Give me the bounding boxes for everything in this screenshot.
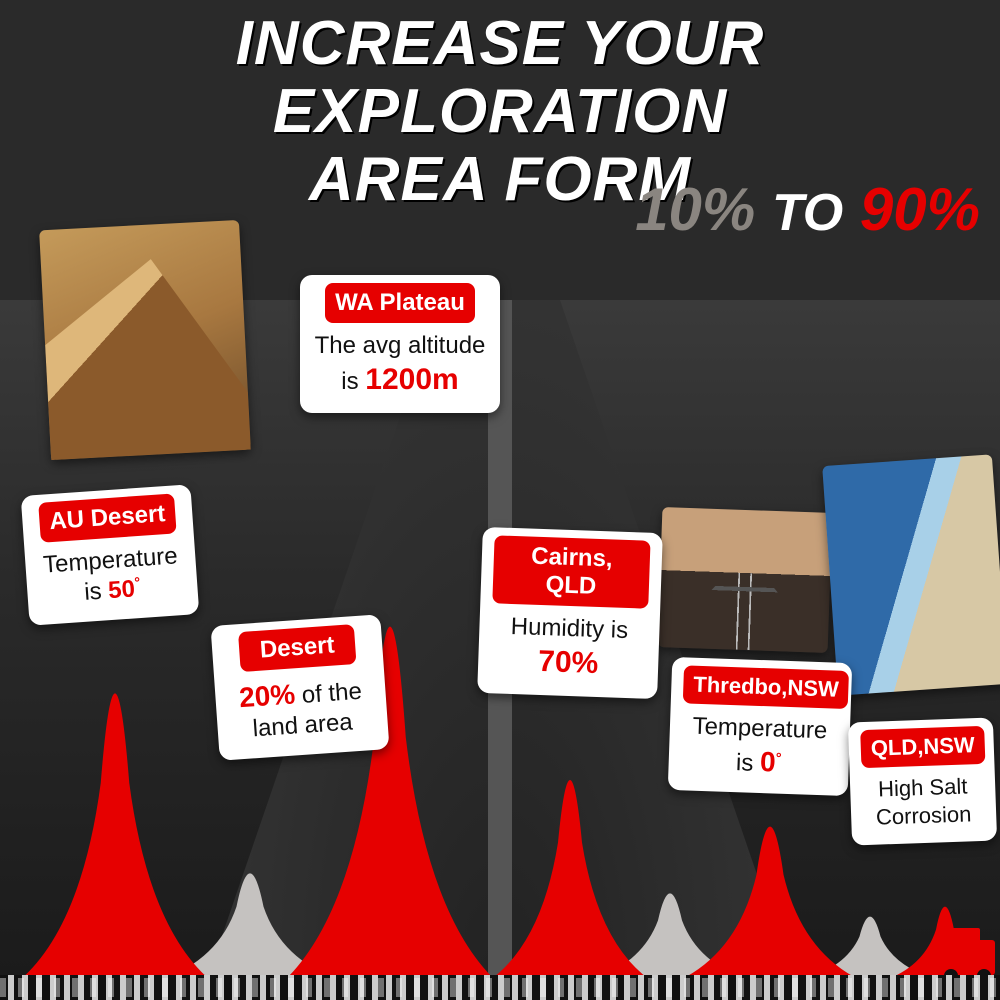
card-qld-nsw: QLD,NSW High Salt Corrosion: [848, 718, 997, 846]
jeep-icon: [940, 940, 995, 975]
percent-from: 10%: [635, 176, 755, 243]
card-prefix: is: [341, 368, 365, 395]
card-au-desert: AU Desert Temperature is 50°: [21, 484, 200, 626]
card-line1: Humidity is: [510, 613, 628, 644]
card-thredbo: Thredbo,NSW Temperature is 0°: [668, 657, 853, 796]
card-line1: The avg altitude: [315, 332, 486, 359]
card-body: Temperature is 50°: [37, 541, 187, 611]
percent-to: 90%: [860, 176, 980, 243]
card-desert: Desert 20% of the land area: [210, 614, 389, 761]
tire-track: [0, 975, 1000, 1000]
photo-outback-road: [658, 507, 833, 653]
card-body: 20% of the land area: [226, 671, 376, 746]
card-header: Thredbo,NSW: [683, 665, 850, 709]
card-cairns: Cairns, QLD Humidity is 70%: [477, 527, 663, 699]
card-line1: Temperature: [692, 713, 828, 745]
card-body: High Salt Corrosion: [862, 772, 985, 831]
card-line1: Temperature: [42, 542, 178, 578]
card-body: Humidity is 70%: [490, 611, 648, 684]
card-header: Desert: [238, 624, 357, 672]
card-header: QLD,NSW: [860, 726, 985, 768]
card-header: AU Desert: [38, 493, 177, 542]
photo-coastline: [822, 454, 1000, 695]
card-value: 50: [107, 575, 136, 604]
card-header: WA Plateau: [325, 283, 475, 323]
card-value: 0: [760, 746, 777, 778]
card-header: Cairns, QLD: [492, 535, 650, 608]
card-body: Temperature is 0°: [680, 711, 838, 781]
subtitle: 10% TO 90%: [635, 175, 980, 244]
card-prefix: is: [83, 577, 109, 606]
card-unit: °: [776, 751, 782, 767]
card-value: 1200m: [365, 363, 458, 396]
card-wa-plateau: WA Plateau The avg altitude is 1200m: [300, 275, 500, 413]
card-prefix: is: [736, 749, 761, 777]
photo-desert-dune: [39, 220, 251, 460]
card-unit: °: [134, 575, 141, 591]
to-word: TO: [772, 184, 843, 242]
title-line1: INCREASE YOUR EXPLORATION: [0, 10, 1000, 146]
card-body: The avg altitude is 1200m: [312, 331, 488, 399]
card-value: 70%: [538, 645, 599, 680]
card-value: 20%: [238, 678, 296, 713]
